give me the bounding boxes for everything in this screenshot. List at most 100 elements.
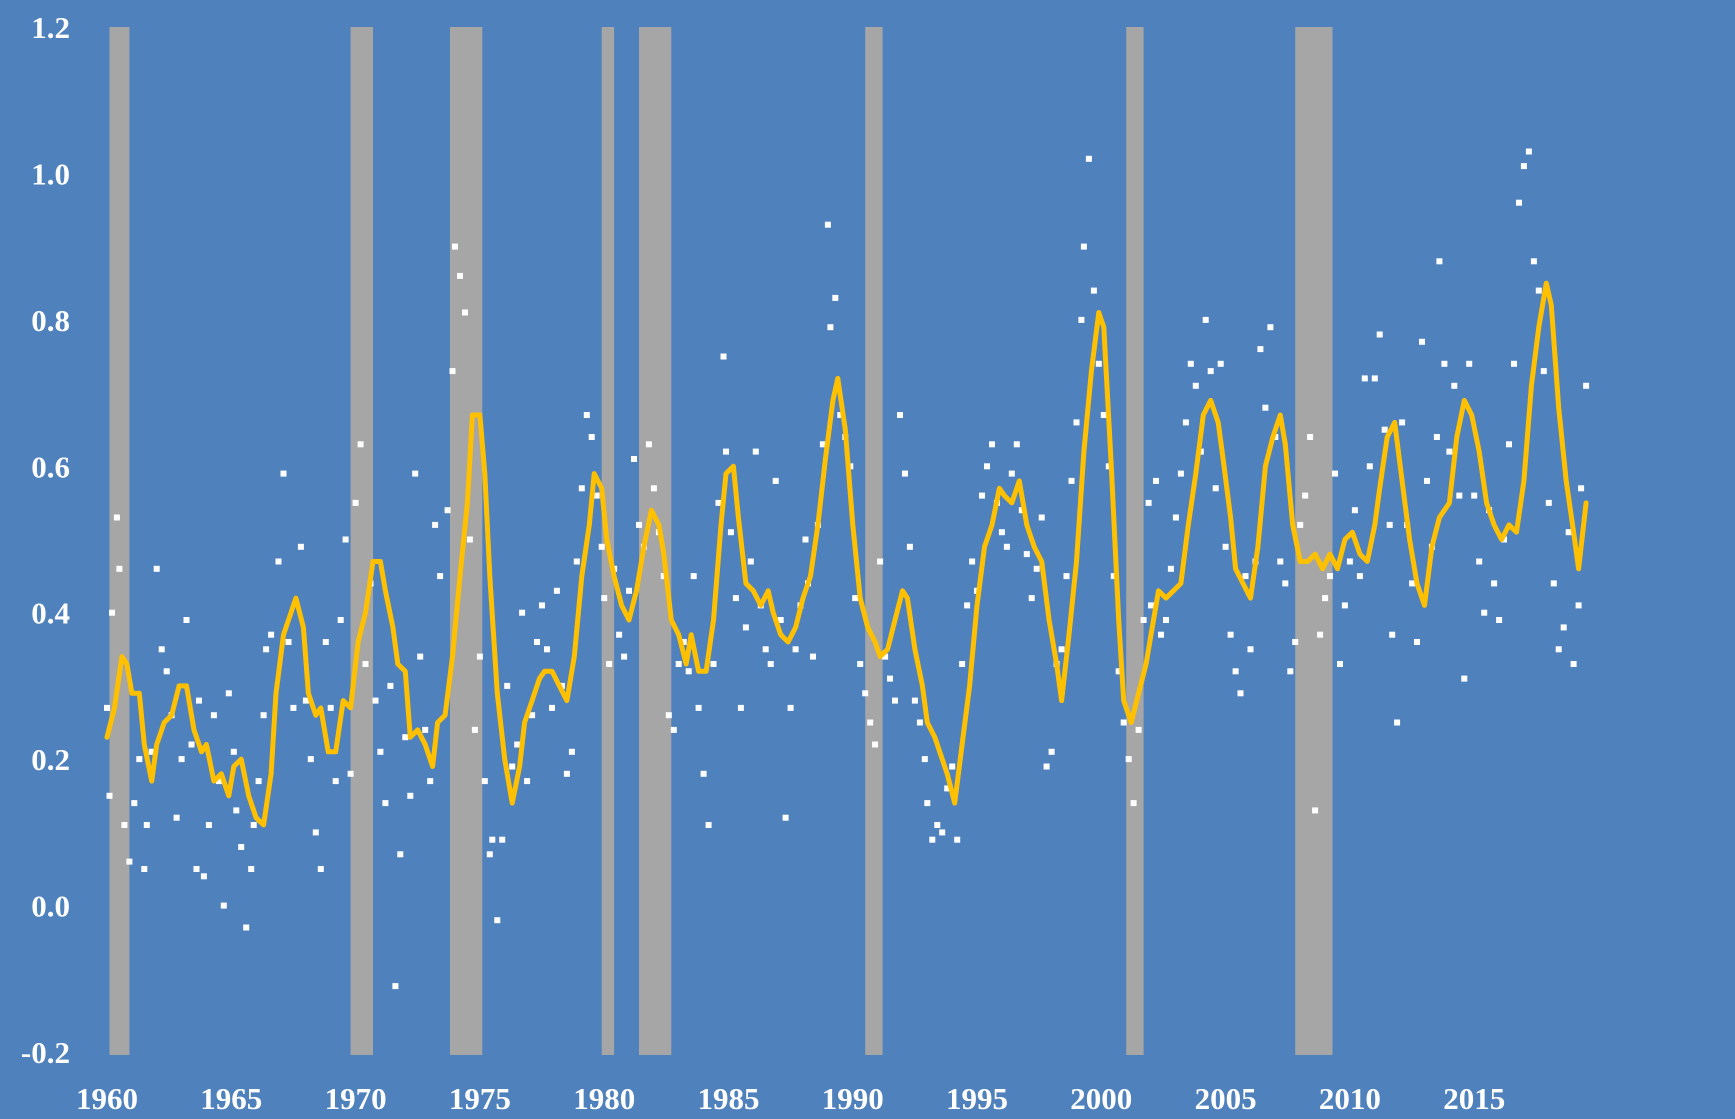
scatter-point: [670, 726, 677, 733]
scatter-point: [1386, 521, 1393, 528]
scatter-point: [1322, 595, 1329, 602]
scatter-point: [1366, 463, 1373, 470]
scatter-point: [1115, 668, 1122, 675]
scatter-point: [792, 646, 799, 653]
scatter-point: [810, 653, 816, 660]
scatter-point: [1257, 346, 1264, 353]
scatter-point: [553, 587, 560, 594]
scatter-point: [969, 558, 976, 565]
scatter-point: [675, 661, 682, 667]
scatter-point: [1153, 477, 1159, 484]
scatter-point: [1471, 492, 1478, 499]
y-tick-label: 1.0: [31, 156, 70, 191]
scatter-point: [1317, 631, 1324, 638]
scatter-point: [705, 822, 712, 828]
scatter-point: [1506, 441, 1512, 448]
scatter-point: [636, 521, 642, 528]
scatter-point: [220, 902, 227, 909]
x-tick-label: 1975: [449, 1081, 511, 1114]
scatter-point: [1135, 726, 1142, 733]
scatter-point: [989, 441, 995, 448]
scatter-point: [1376, 331, 1383, 338]
x-tick-label: 2015: [1443, 1081, 1505, 1114]
scatter-point: [449, 368, 456, 375]
scatter-point: [462, 309, 468, 316]
scatter-point: [104, 704, 110, 711]
scatter-point: [1013, 441, 1020, 448]
scatter-point: [255, 778, 262, 785]
scatter-point: [1381, 426, 1388, 433]
scatter-point: [916, 719, 923, 726]
scatter-point: [929, 836, 936, 843]
scatter-point: [307, 756, 314, 763]
scatter-point: [183, 617, 190, 623]
recession-band: [865, 27, 883, 1055]
scatter-point: [680, 639, 687, 645]
scatter-point: [141, 866, 148, 872]
scatter-point: [827, 324, 834, 331]
scatter-point: [593, 492, 600, 499]
scatter-points: [104, 148, 1590, 990]
scatter-point: [1491, 580, 1498, 587]
scatter-point: [1578, 485, 1585, 492]
scatter-point: [665, 712, 672, 719]
scatter-point: [732, 595, 739, 602]
scatter-point: [1461, 675, 1468, 682]
scatter-point: [601, 595, 608, 602]
scatter-point: [715, 499, 722, 506]
scatter-point: [1187, 360, 1194, 367]
scatter-point: [173, 814, 180, 821]
scatter-point: [143, 822, 150, 828]
scatter-point: [1545, 499, 1552, 506]
scatter-point: [782, 814, 789, 821]
scatter-point: [578, 485, 585, 492]
x-tick-label: 1960: [76, 1081, 138, 1114]
scatter-point: [1090, 287, 1097, 294]
scatter-point: [457, 272, 463, 279]
scatter-point: [616, 631, 623, 638]
scatter-point: [1217, 360, 1224, 367]
scatter-point: [382, 800, 389, 807]
scatter-point: [260, 712, 267, 719]
scatter-point: [163, 668, 170, 675]
scatter-point: [422, 726, 429, 733]
scatter-point: [1570, 661, 1577, 667]
scatter-point: [742, 624, 749, 631]
scatter-point: [1078, 316, 1085, 323]
scatter-point: [1409, 580, 1416, 587]
scatter-point: [819, 441, 826, 448]
y-tick-label: 0.2: [31, 742, 70, 777]
scatter-point: [1332, 470, 1338, 477]
scatter-point: [924, 800, 931, 807]
scatter-point: [402, 734, 409, 741]
scatter-point: [906, 543, 913, 550]
scatter-point: [1341, 602, 1348, 609]
scatter-point: [1043, 763, 1050, 770]
scatter-point: [504, 682, 511, 689]
scatter-point: [1466, 360, 1473, 367]
scatter-point: [1068, 477, 1075, 484]
scatter-point: [882, 653, 889, 660]
scatter-point: [116, 565, 123, 572]
scatter-point: [1038, 514, 1045, 521]
scatter-point: [1167, 565, 1174, 572]
y-tick-label: 0.6: [31, 449, 70, 484]
scatter-point: [1028, 595, 1035, 602]
scatter-point: [1140, 617, 1147, 623]
scatter-point: [1555, 646, 1562, 653]
scatter-point: [489, 836, 496, 843]
scatter-point: [1540, 368, 1547, 375]
scatter-point: [178, 756, 185, 763]
scatter-point: [544, 646, 550, 653]
scatter-point: [1242, 573, 1249, 580]
scatter-point: [1262, 404, 1269, 411]
scatter-point: [921, 756, 928, 763]
scatter-point: [1424, 477, 1430, 484]
x-tick-label: 2005: [1195, 1081, 1257, 1114]
scatter-point: [944, 785, 951, 792]
recession-band: [1295, 27, 1333, 1055]
scatter-point: [1389, 631, 1396, 638]
scatter-point: [412, 470, 419, 477]
scatter-point: [539, 602, 545, 609]
